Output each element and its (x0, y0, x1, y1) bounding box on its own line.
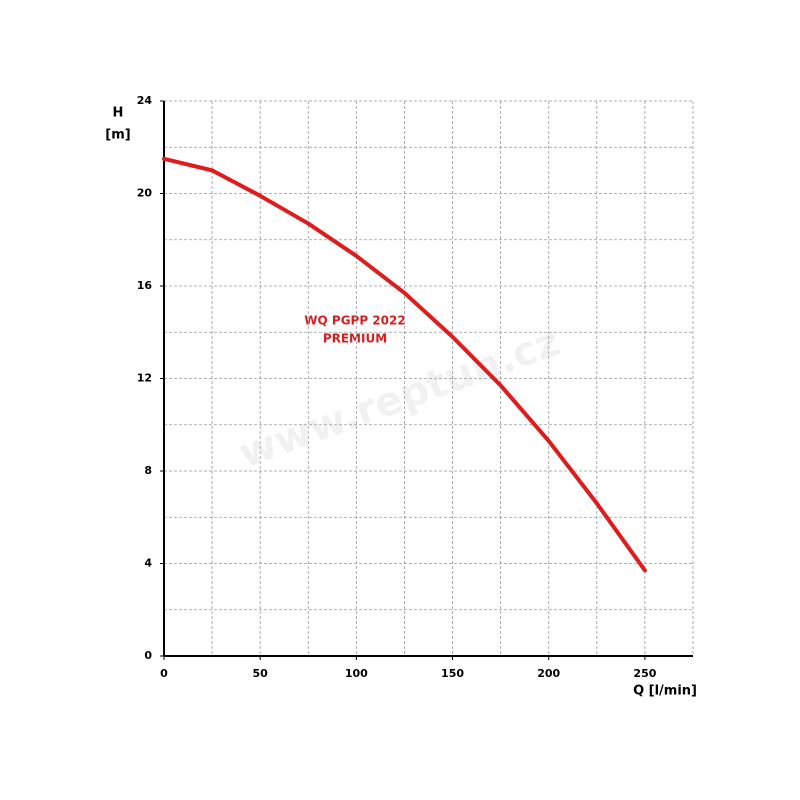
y-tick-label: 16 (137, 279, 153, 292)
x-axis-label: Q [l/min] (633, 684, 697, 699)
x-tick-label: 200 (537, 667, 560, 680)
y-tick-label: 20 (137, 187, 153, 200)
watermark: www.reptun.cz (233, 319, 566, 478)
y-tick-label: 24 (137, 94, 153, 107)
y-tick-label: 12 (137, 372, 152, 385)
x-tick-label: 0 (160, 667, 168, 680)
y-axis-label: H (113, 106, 124, 121)
y-tick-label: 0 (144, 649, 152, 662)
x-tick-label: 150 (441, 667, 464, 680)
y-tick-label: 4 (144, 557, 152, 570)
x-tick-label: 50 (253, 667, 269, 680)
x-tick-label: 250 (633, 667, 656, 680)
annotation: PREMIUM (323, 332, 387, 346)
annotation: WQ PGPP 2022 (304, 314, 405, 328)
y-tick-label: 8 (144, 464, 152, 477)
y-axis-unit: [m] (105, 128, 130, 143)
curve (162, 156, 647, 573)
x-tick-label: 100 (345, 667, 368, 680)
